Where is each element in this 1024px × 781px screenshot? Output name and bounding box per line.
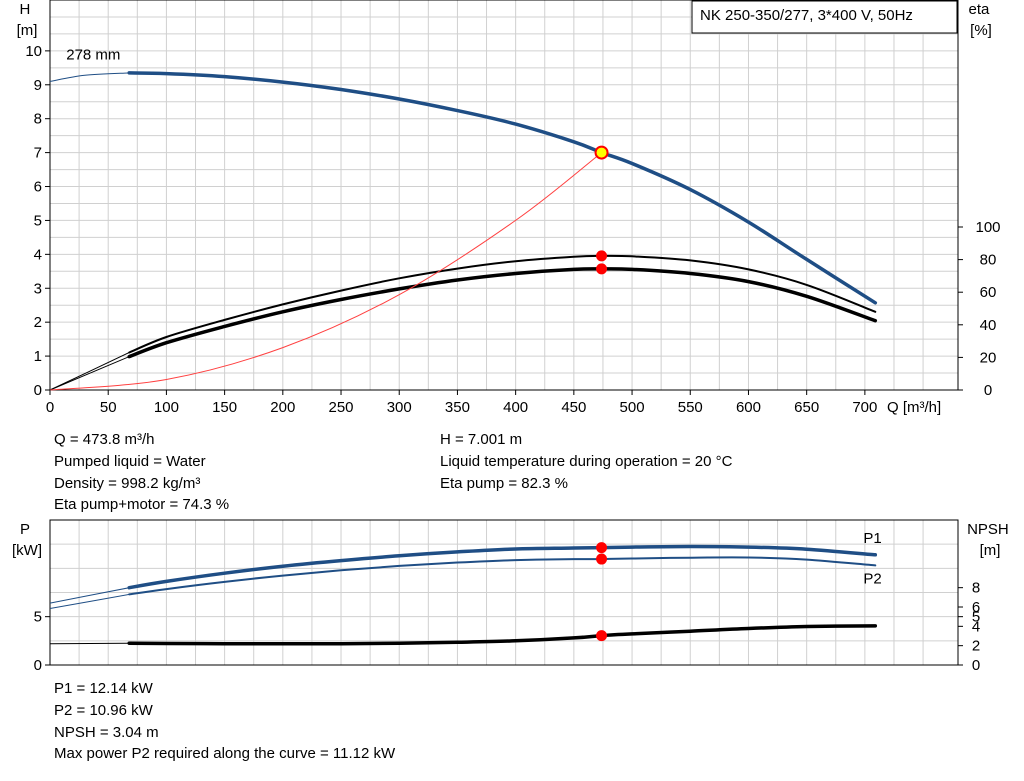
system-curve [49,152,602,391]
p1-series-label: P1 [863,530,881,547]
info-npsh: NPSH = 3.04 m [54,723,159,741]
info-head: H = 7.001 m [440,431,523,448]
head-curve-thin [49,72,130,82]
top-y-tick-label: 6 [34,179,42,196]
duty-point-power [596,553,608,565]
info-eta-pump-motor: Eta pump+motor = 74.3 % [54,496,230,514]
info-p2: P2 = 10.96 kW [54,701,153,719]
top-y2-tick-label: 100 [975,219,1000,236]
p2-series-label: P2 [863,570,881,587]
info-density: Density = 998.2 kg/m³ [54,474,201,492]
bottom-plot-frame [49,519,959,666]
top-y2-tick-label: 0 [984,382,992,399]
legend-box-text: NK 250-350/277, 3*400 V, 50Hz [700,7,913,24]
top-tick-labels: 0 50 100 150 200 250 300 350 400 450 500 550 600 650 7… [25,43,1000,416]
info-liquid: Pumped liquid = Water [54,452,206,470]
head-curve [127,71,878,305]
info-top-right: H = 7.001 m Liquid temperature during op… [440,429,732,494]
duty-point-power [596,542,608,554]
bottom-y2-tick-label: 5 [972,609,980,626]
top-x-tick-label: 0 [46,399,54,416]
duty-point-eta [596,250,608,262]
top-y2-tick-label: 40 [980,317,997,334]
top-x-tick-label: 700 [852,399,877,416]
eta-pump-curve-thin [49,352,130,391]
bottom-y-tick-label: 0 [34,657,42,674]
p1-curve-thin [49,587,130,604]
top-grid [49,0,958,391]
bottom-y2label: NPSH [m] [967,521,1013,559]
p2-curve-thin [49,593,130,609]
top-x-tick-label: 550 [678,399,703,416]
impeller-diameter-label: 278 mm [66,46,120,63]
bottom-y2-tick-label: 0 [972,657,980,674]
info-top-left: Q = 473.8 m³/h Pumped liquid = Water Den… [54,429,229,516]
bottom-y-tick-label: 5 [34,609,42,626]
top-curves [49,71,878,391]
info-bottom: P1 = 12.14 kW P2 = 10.96 kW NPSH = 3.04 … [54,678,395,765]
eta-pump-motor-curve [127,267,878,359]
top-x-tick-label: 150 [212,399,237,416]
top-y-tick-label: 9 [34,77,42,94]
bottom-y2-tick-label: 4 [972,618,980,635]
p2-curve [128,556,877,596]
bottom-y2-tick-label: 6 [972,599,980,616]
bottom-curves [49,542,878,646]
top-y-tick-label: 2 [34,314,42,331]
top-x-tick-label: 50 [100,399,117,416]
info-eta-pump: Eta pump = 82.3 % [440,474,568,492]
bottom-y2-tick-label: 2 [972,638,980,655]
info-flow: Q = 473.8 m³/h [54,431,155,448]
duty-point-head [594,145,609,160]
eta-pump-curve [128,254,877,354]
top-y-tick-label: 3 [34,280,42,297]
p1-curve [127,544,878,590]
top-x-tick-label: 600 [736,399,761,416]
bottom-y2-tick-label: 8 [972,580,980,597]
duty-point-eta [596,263,608,275]
top-y2-tick-label: 20 [980,349,997,366]
top-y2-tick-label: 60 [980,284,997,301]
top-x-tick-label: 250 [329,399,354,416]
top-y2-tick-label: 80 [980,252,997,269]
top-y-tick-label: 4 [34,246,42,263]
top-x-tick-label: 450 [561,399,586,416]
top-plot-frame [49,0,959,391]
top-y-tick-label: 1 [34,348,42,365]
top-x-tick-label: 350 [445,399,470,416]
top-x-tick-label: 200 [270,399,295,416]
top-xlabel: Q [m³/h] [887,399,941,416]
top-ylabel: H [m] [17,1,38,39]
top-y-tick-label: 8 [34,111,42,128]
duty-point-power [596,630,608,642]
top-x-tick-label: 300 [387,399,412,416]
top-x-tick-label: 400 [503,399,528,416]
eta-pump-motor-curve-thin [49,356,130,391]
top-y-tick-label: 5 [34,212,42,229]
info-p1: P1 = 12.14 kW [54,680,153,697]
top-y-tick-label: 0 [34,382,42,399]
npsh-curve [127,624,878,646]
top-y-tick-label: 10 [25,43,42,60]
top-x-tick-label: 500 [620,399,645,416]
top-x-tick-label: 100 [154,399,179,416]
bottom-ylabel: P [kW] [12,521,42,559]
top-x-tick-label: 650 [794,399,819,416]
info-temperature: Liquid temperature during operation = 20… [440,452,733,470]
info-max-p2: Max power P2 required along the curve = … [54,745,396,763]
top-y-tick-label: 7 [34,145,42,162]
top-y2label: eta [%] [968,1,993,39]
legend-box [691,0,958,34]
